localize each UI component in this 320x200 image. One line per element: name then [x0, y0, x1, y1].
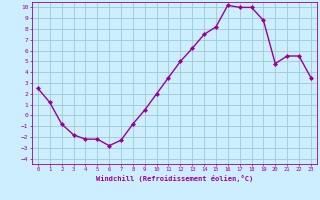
X-axis label: Windchill (Refroidissement éolien,°C): Windchill (Refroidissement éolien,°C)	[96, 175, 253, 182]
